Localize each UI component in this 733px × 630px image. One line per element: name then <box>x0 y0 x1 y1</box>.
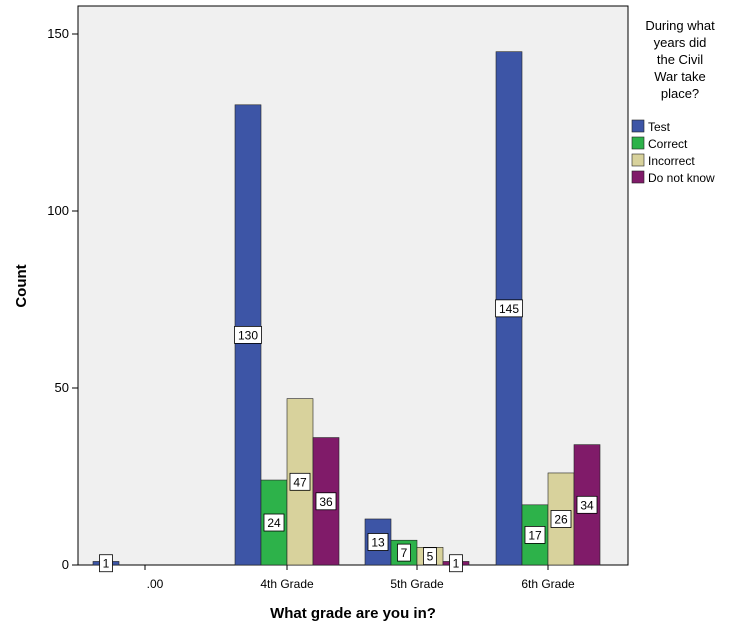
data-label-text: 47 <box>293 475 307 489</box>
data-label: 13 <box>367 533 389 551</box>
legend-title-line: the Civil <box>657 52 703 67</box>
y-tick-label: 0 <box>62 557 69 572</box>
data-label-text: 130 <box>238 328 258 342</box>
legend-title-line: During what <box>645 18 715 33</box>
y-tick-label: 50 <box>55 380 69 395</box>
data-label-text: 13 <box>371 535 385 549</box>
data-label-text: 145 <box>499 302 519 316</box>
y-axis-title: Count <box>13 264 30 307</box>
x-tick-label: 4th Grade <box>260 577 314 591</box>
data-label-text: 7 <box>401 546 408 560</box>
data-label-text: 17 <box>528 528 542 542</box>
legend-title-line: place? <box>661 86 699 101</box>
data-label: 5 <box>423 547 437 566</box>
legend-label: Correct <box>648 137 688 151</box>
data-label-text: 5 <box>427 550 434 564</box>
x-axis: .00 4th Grade 5th Grade 6th Grade <box>144 565 575 591</box>
y-tick-label: 150 <box>47 26 69 41</box>
data-label-text: 24 <box>267 516 281 530</box>
data-label: 36 <box>315 492 337 511</box>
legend-swatch <box>631 119 645 133</box>
data-label: 24 <box>263 513 285 532</box>
data-label-text: 26 <box>554 512 568 526</box>
data-label: 17 <box>524 526 546 544</box>
data-label: 7 <box>397 543 411 562</box>
legend-swatch <box>631 153 645 167</box>
legend-label: Test <box>648 120 671 134</box>
y-axis: 0 50 100 150 <box>47 26 78 572</box>
data-label-text: 36 <box>319 495 333 509</box>
plot-area <box>77 5 629 566</box>
data-label: 130 <box>234 325 262 344</box>
data-label: 1 <box>99 554 113 573</box>
legend: During what years did the Civil War take pla… <box>631 18 715 185</box>
legend-label: Incorrect <box>648 154 695 168</box>
legend-label: Do not know <box>648 171 715 185</box>
data-label: 26 <box>550 510 572 528</box>
legend-swatch <box>631 170 645 184</box>
x-tick-label: .00 <box>147 577 164 591</box>
x-axis-title: What grade are you in? <box>270 605 436 622</box>
data-label: 34 <box>576 495 598 514</box>
data-label-text: 34 <box>580 498 594 512</box>
data-labels: 1 130 24 47 36 13 7 5 1 145 17 26 34 <box>99 299 598 573</box>
data-label: 47 <box>289 472 311 491</box>
x-tick-label: 6th Grade <box>521 577 575 591</box>
data-label: 145 <box>495 299 523 318</box>
y-tick-label: 100 <box>47 203 69 218</box>
x-tick-label: 5th Grade <box>390 577 444 591</box>
data-label: 1 <box>449 554 463 573</box>
legend-title-line: years did <box>654 35 707 50</box>
legend-swatch <box>631 136 645 150</box>
data-label-text: 1 <box>103 557 110 571</box>
legend-title-line: War take <box>654 69 706 84</box>
data-label-text: 1 <box>453 557 460 571</box>
